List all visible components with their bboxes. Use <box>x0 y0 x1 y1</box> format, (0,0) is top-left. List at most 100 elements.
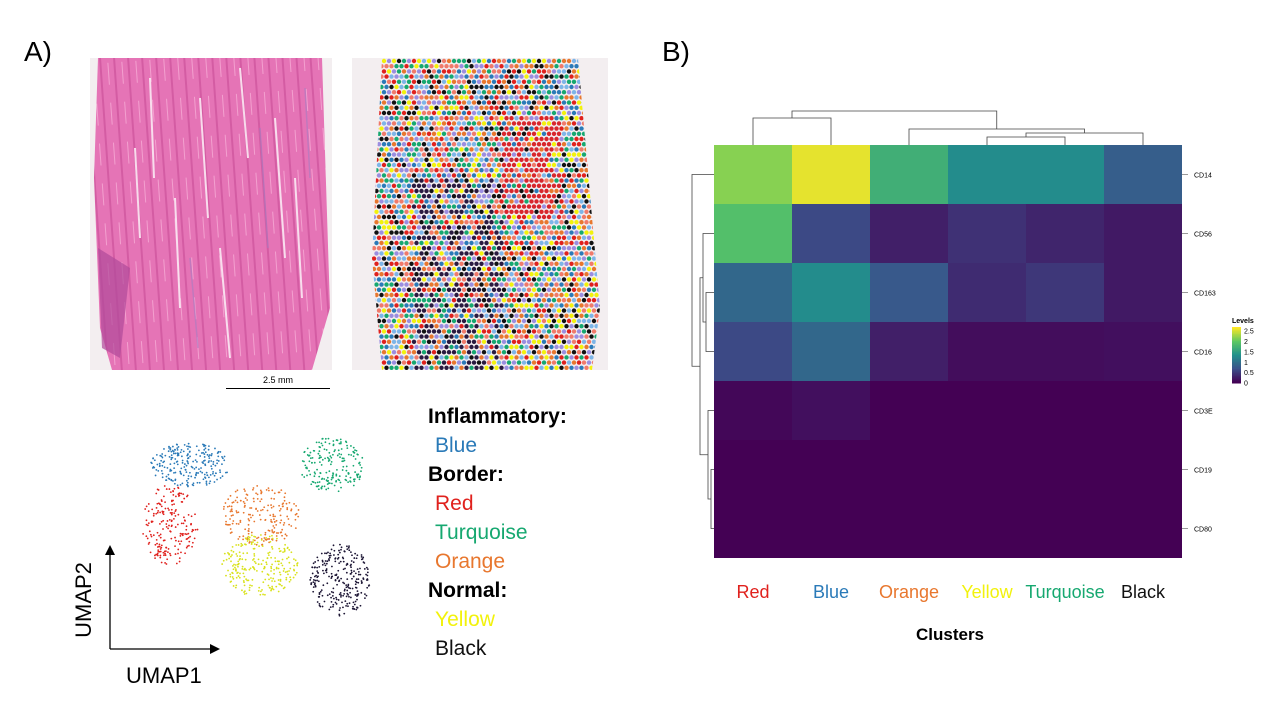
heatmap-cell <box>1104 440 1182 499</box>
colorbar-segment <box>1232 343 1241 346</box>
colorbar-segment <box>1232 380 1241 383</box>
heatmap-cell <box>1104 145 1182 204</box>
heatmap-cell <box>870 381 948 440</box>
colorbar-segment <box>1232 378 1241 381</box>
heatmap-column-label: Turquoise <box>1025 582 1104 602</box>
colorbar-segment <box>1232 336 1241 339</box>
colorbar-tick-label: 2.5 <box>1244 329 1254 336</box>
colorbar-segment <box>1232 350 1241 353</box>
heatmap-x-title: Clusters <box>916 625 984 644</box>
heatmap-cell <box>1026 499 1104 558</box>
colorbar-tick-label: 0.5 <box>1244 370 1254 377</box>
heatmap-cell <box>1026 322 1104 381</box>
colorbar-segment <box>1232 374 1241 377</box>
colorbar-segment <box>1232 371 1241 374</box>
heatmap-cell <box>948 322 1026 381</box>
colorbar-segment <box>1232 367 1241 370</box>
colorbar-segment <box>1232 376 1241 378</box>
heatmap-cell <box>714 145 792 204</box>
heatmap-column-label: Red <box>736 582 769 602</box>
colorbar-segment <box>1232 332 1241 335</box>
legend-entry-orange: Orange <box>435 550 506 573</box>
heatmap-cell <box>792 499 870 558</box>
heatmap-cell <box>714 322 792 381</box>
panel-a-label: A) <box>24 36 52 67</box>
heatmap-cell <box>714 381 792 440</box>
heatmap-row-label: CD56 <box>1194 232 1212 239</box>
colorbar-tick-label: 1.5 <box>1244 349 1254 356</box>
heatmap-cell <box>792 440 870 499</box>
heatmap-cell <box>714 440 792 499</box>
heatmap-cell <box>1026 263 1104 322</box>
umap-x-arrow-icon <box>210 644 220 654</box>
colorbar-segment <box>1232 339 1241 342</box>
colorbar-tick-label: 0 <box>1244 381 1248 388</box>
colorbar-segment <box>1232 348 1241 350</box>
heatmap-cell <box>870 145 948 204</box>
colorbar-segment <box>1232 346 1241 349</box>
colorbar-segment <box>1232 370 1241 373</box>
legend-entry-yellow: Yellow <box>435 608 495 631</box>
heatmap-cell <box>948 381 1026 440</box>
heatmap-cell <box>870 204 948 263</box>
heatmap-cell <box>714 263 792 322</box>
heatmap-column-label: Orange <box>879 582 939 602</box>
heatmap-cell <box>714 499 792 558</box>
heatmap-cell <box>1026 381 1104 440</box>
colorbar-segment <box>1232 360 1241 363</box>
legend-entry-red: Red <box>435 492 474 515</box>
heatmap-cell <box>1026 145 1104 204</box>
legend-entry-black: Black <box>435 637 487 660</box>
umap-y-arrow-icon <box>105 545 115 555</box>
scale-bar-line <box>226 388 330 389</box>
colorbar-segment <box>1232 331 1241 334</box>
colorbar-segment <box>1232 355 1241 357</box>
umap-points <box>142 437 371 617</box>
row-dendrogram <box>691 174 714 529</box>
colorbar-segment <box>1232 328 1241 331</box>
colorbar-segment <box>1232 342 1241 345</box>
cluster-legend: Inflammatory: Blue Border: Red Turquoise Oran… <box>428 402 628 663</box>
he-histology-image <box>90 58 332 370</box>
colorbar-segment <box>1232 377 1241 380</box>
colorbar-segment <box>1232 373 1241 376</box>
colorbar-segment <box>1232 327 1241 329</box>
colorbar-segment <box>1232 345 1241 348</box>
colorbar-segment <box>1232 335 1241 338</box>
heatmap-row-label: CD19 <box>1194 468 1212 475</box>
colorbar-tick-label: 2 <box>1244 339 1248 346</box>
heatmap-cell <box>1026 440 1104 499</box>
heatmap-cell <box>1104 204 1182 263</box>
legend-group-title: Border: <box>428 463 504 486</box>
heatmap-cell <box>948 204 1026 263</box>
heatmap-cell <box>870 263 948 322</box>
heatmap-cell <box>948 263 1026 322</box>
umap-plot: UMAP1 UMAP2 <box>70 405 400 695</box>
colorbar-segment <box>1232 338 1241 341</box>
scale-bar-label: 2.5 mm <box>262 375 293 385</box>
heatmap-cell <box>792 204 870 263</box>
heatmap-cell <box>870 322 948 381</box>
heatmap-cell <box>948 440 1026 499</box>
colorbar-segment <box>1232 353 1241 356</box>
umap-x-label: UMAP1 <box>126 663 202 688</box>
umap-y-label: UMAP2 <box>70 562 96 638</box>
legend-entry-turquoise: Turquoise <box>435 521 528 544</box>
heatmap-cell <box>1104 381 1182 440</box>
colorbar-tick-label: 1 <box>1244 360 1248 367</box>
heatmap-cell <box>1104 322 1182 381</box>
colorbar-segment <box>1232 369 1241 371</box>
spatial-cluster-image <box>352 58 608 370</box>
colorbar-segment <box>1232 356 1241 359</box>
heatmap-cell <box>1104 263 1182 322</box>
legend-group-title: Normal: <box>428 579 508 602</box>
colorbar-title: Levels <box>1232 318 1254 325</box>
heatmap-cell <box>714 204 792 263</box>
heatmap-row-label: CD80 <box>1194 527 1212 534</box>
heatmap-cell <box>792 145 870 204</box>
heatmap-column-label: Yellow <box>961 582 1013 602</box>
heatmap-row-label: CD16 <box>1194 350 1212 357</box>
heatmap-cell <box>792 263 870 322</box>
colorbar-segment <box>1232 381 1241 384</box>
heatmap-cell <box>948 499 1026 558</box>
